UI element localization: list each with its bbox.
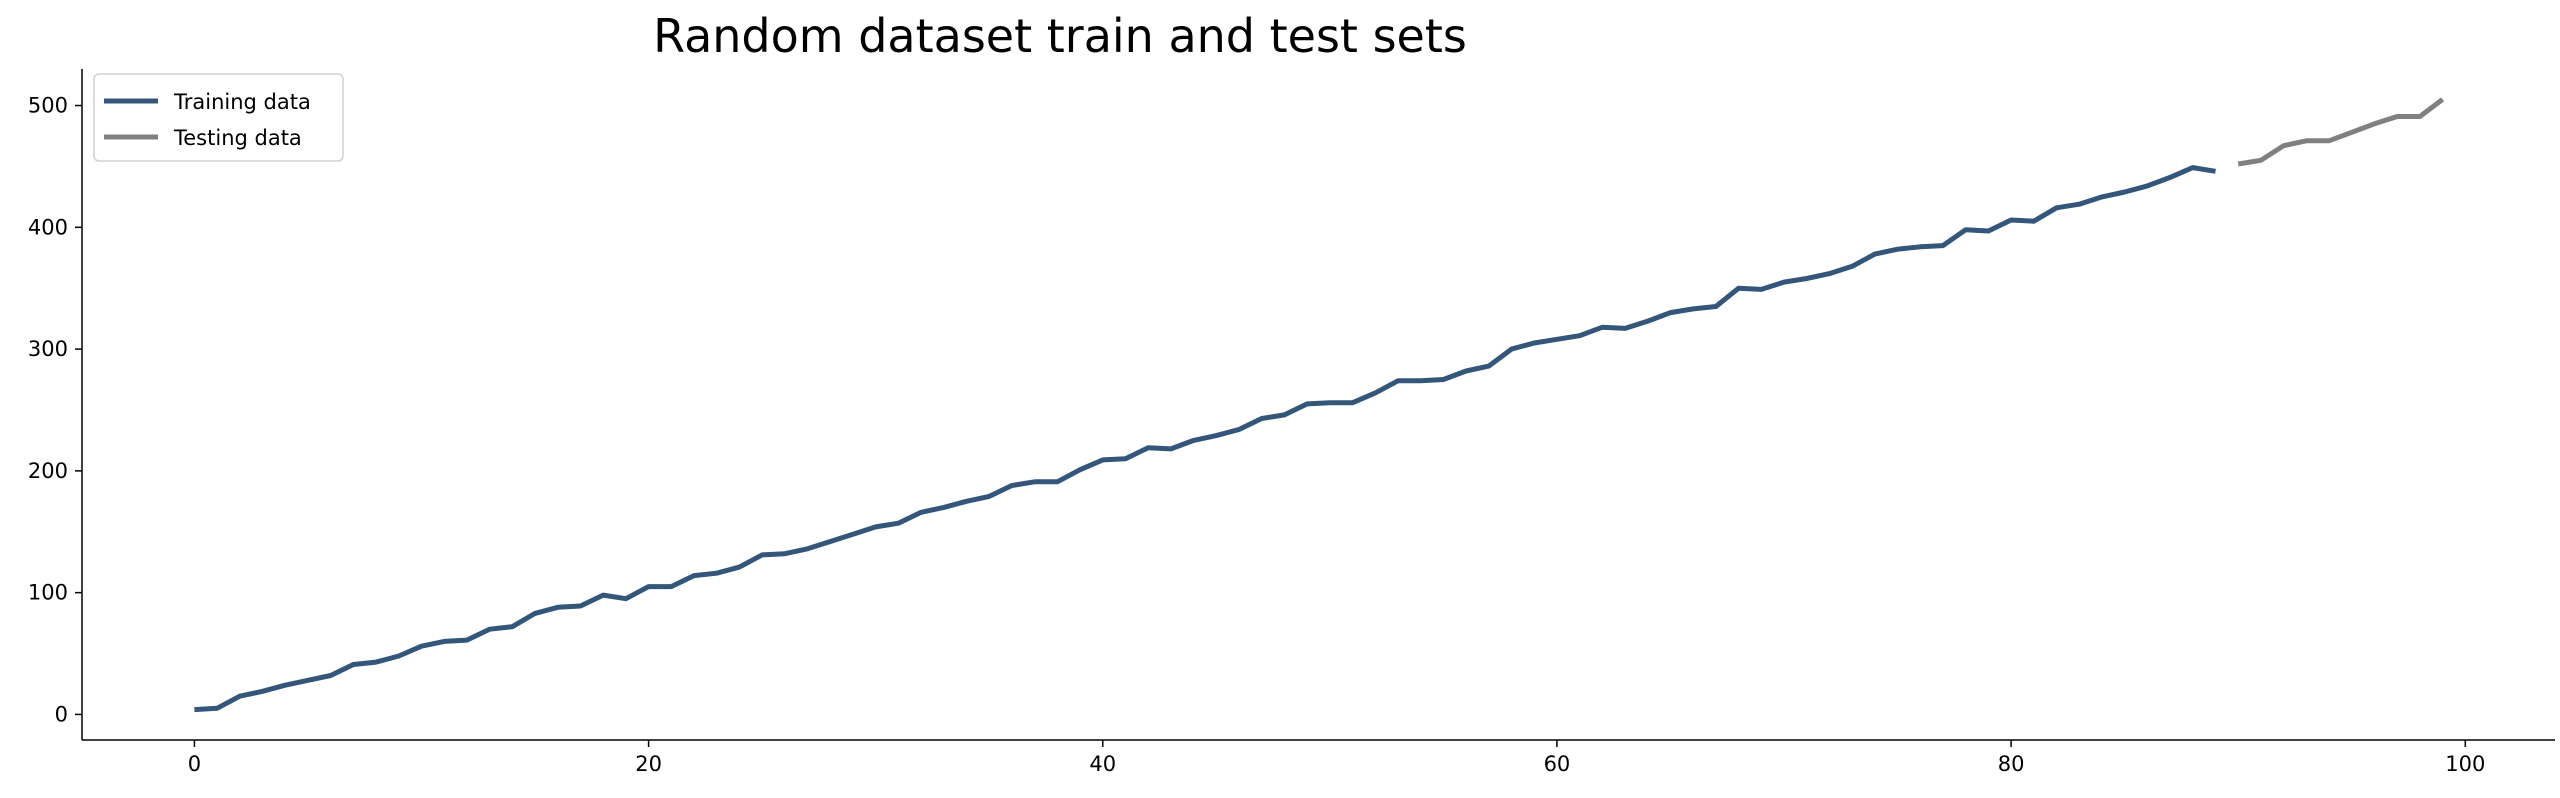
x-tick-label: 80 — [1998, 752, 2025, 776]
legend-label-testing: Testing data — [173, 126, 302, 150]
x-tick-label: 0 — [188, 752, 201, 776]
y-tick-label: 200 — [28, 459, 68, 483]
x-tick-label: 40 — [1089, 752, 1116, 776]
y-tick-label: 400 — [28, 215, 68, 239]
x-tick-label: 60 — [1544, 752, 1571, 776]
axes: 0 20 40 60 80 100 0 100 200 300 400 500 — [28, 69, 2555, 776]
y-tick-label: 0 — [55, 702, 68, 726]
legend: Training data Testing data — [93, 73, 344, 162]
chart-title: Random dataset train and test sets — [653, 9, 1467, 63]
legend-label-training: Training data — [173, 90, 311, 114]
x-tick-label: 100 — [2445, 752, 2485, 776]
x-tick-label: 20 — [635, 752, 662, 776]
y-tick-label: 300 — [28, 337, 68, 361]
series-line-testing — [2237, 97, 2445, 167]
y-tick-label: 500 — [28, 94, 68, 118]
series-line-training — [194, 165, 2216, 713]
plot-area — [194, 97, 2445, 713]
y-tick-label: 100 — [28, 581, 68, 605]
